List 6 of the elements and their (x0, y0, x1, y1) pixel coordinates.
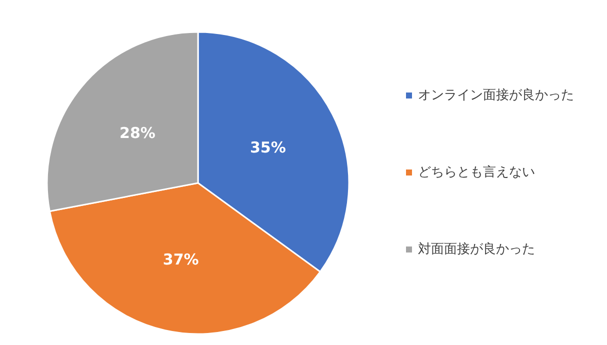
data-label: 28% (120, 124, 156, 142)
legend-label: どちらとも言えない (418, 164, 535, 180)
data-label: 37% (162, 250, 199, 269)
legend-label: 対面面接が良かった (418, 241, 535, 257)
legend-label: オンライン面接が良かった (418, 88, 574, 103)
data-label: 35% (250, 138, 286, 156)
